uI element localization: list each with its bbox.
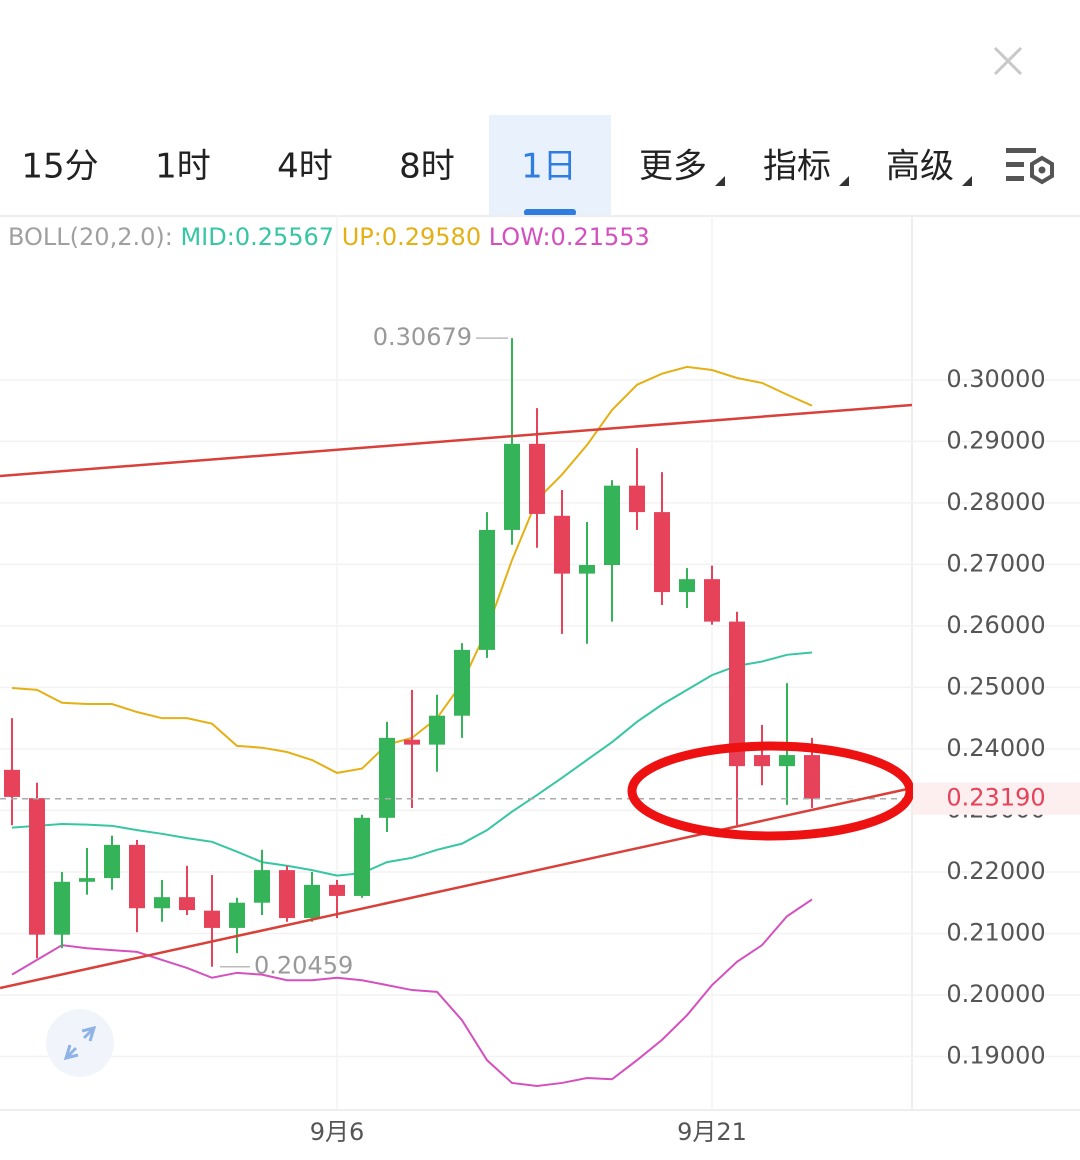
candle-body bbox=[704, 579, 720, 622]
candle-body bbox=[404, 739, 420, 745]
x-tick-label: 9月6 bbox=[310, 1118, 365, 1146]
y-tick-label: 0.26000 bbox=[946, 611, 1045, 639]
y-tick-label: 0.20000 bbox=[946, 980, 1045, 1008]
y-tick-label: 0.27000 bbox=[946, 549, 1045, 577]
candle-body bbox=[554, 515, 570, 574]
x-tick-label: 9月21 bbox=[677, 1118, 747, 1146]
close-button[interactable] bbox=[993, 46, 1023, 76]
tab[interactable]: 指标 bbox=[763, 147, 831, 187]
candle-body bbox=[654, 512, 670, 593]
candle-body bbox=[729, 621, 745, 767]
candle-body bbox=[4, 769, 20, 797]
tab[interactable]: 8时 bbox=[399, 147, 455, 187]
y-tick-label: 0.25000 bbox=[946, 672, 1045, 700]
candle-body bbox=[104, 844, 120, 879]
expand-icon bbox=[63, 1025, 97, 1061]
y-tick-label: 0.28000 bbox=[946, 488, 1045, 516]
active-tab-indicator bbox=[524, 209, 576, 216]
candle-body bbox=[179, 897, 195, 911]
tab[interactable]: 更多 bbox=[639, 147, 707, 187]
settings-icon bbox=[1006, 148, 1036, 153]
min-label: 0.20459 bbox=[254, 952, 353, 980]
candle-body bbox=[479, 529, 495, 650]
trend-line bbox=[0, 786, 913, 990]
boll-line bbox=[11, 898, 813, 1088]
dropdown-caret bbox=[715, 176, 725, 186]
candle-body bbox=[354, 817, 370, 896]
candle-body bbox=[529, 443, 545, 514]
candle-body bbox=[79, 878, 95, 882]
tab[interactable]: 1时 bbox=[155, 147, 211, 187]
grid bbox=[0, 215, 1080, 1110]
settings-button[interactable] bbox=[1006, 148, 1054, 185]
legend-text: MID:0.25567 bbox=[180, 223, 334, 251]
last-price-label: 0.23190 bbox=[946, 784, 1045, 812]
highlight-ellipse bbox=[627, 741, 915, 841]
candle-body bbox=[304, 884, 320, 919]
candle-body bbox=[679, 579, 695, 593]
settings-icon bbox=[1038, 166, 1046, 174]
settings-icon bbox=[1006, 176, 1024, 181]
tab[interactable]: 15分 bbox=[21, 147, 98, 187]
settings-icon bbox=[1030, 155, 1054, 185]
expand-bg bbox=[46, 1009, 114, 1077]
candle-body bbox=[629, 485, 645, 513]
candle-body bbox=[154, 897, 170, 909]
candle-body bbox=[129, 844, 145, 909]
candle-body bbox=[379, 737, 395, 818]
settings-icon bbox=[1006, 162, 1024, 167]
y-tick-label: 0.30000 bbox=[946, 365, 1045, 393]
y-tick-label: 0.21000 bbox=[946, 918, 1045, 946]
active-tab-bg bbox=[489, 115, 611, 215]
last-price-bg bbox=[913, 782, 1080, 815]
candle-body bbox=[504, 443, 520, 530]
candle-body bbox=[329, 884, 345, 896]
candle-body bbox=[454, 649, 470, 716]
legend-text: UP:0.29580 bbox=[342, 223, 481, 251]
expand-button[interactable] bbox=[46, 1009, 114, 1077]
candle-body bbox=[54, 881, 70, 935]
candle-body bbox=[204, 910, 220, 928]
dropdown-caret bbox=[839, 176, 849, 186]
candle-body bbox=[754, 755, 770, 767]
candle-body bbox=[579, 565, 595, 574]
close-icon bbox=[993, 46, 1023, 76]
boll-line bbox=[11, 651, 813, 877]
candle-body bbox=[229, 902, 245, 928]
candle-body bbox=[29, 798, 45, 935]
dropdown-caret bbox=[962, 176, 972, 186]
y-tick-label: 0.22000 bbox=[946, 857, 1045, 885]
y-tick-label: 0.29000 bbox=[946, 426, 1045, 454]
indicator-legend: BOLL(20,2.0): MID:0.25567 UP:0.29580 LOW… bbox=[8, 223, 650, 251]
legend-text: LOW:0.21553 bbox=[489, 223, 650, 251]
tab-bar: 15分 1时 4时 8时 1日 更多 指标 高级 bbox=[21, 147, 972, 187]
tab[interactable]: 高级 bbox=[886, 147, 954, 187]
candle-body bbox=[779, 755, 795, 767]
candle-body bbox=[279, 870, 295, 919]
candle-body bbox=[429, 715, 445, 745]
tab[interactable]: 1日 bbox=[521, 147, 577, 187]
max-label: 0.30679 bbox=[373, 323, 472, 351]
candle-body bbox=[604, 485, 620, 566]
legend-text: BOLL(20,2.0): bbox=[8, 223, 173, 251]
y-tick-label: 0.19000 bbox=[946, 1041, 1045, 1069]
y-tick-label: 0.24000 bbox=[946, 734, 1045, 762]
tab[interactable]: 4时 bbox=[277, 147, 333, 187]
plot bbox=[0, 337, 912, 1088]
trend-line bbox=[0, 403, 913, 478]
candle-body bbox=[804, 755, 820, 799]
candle-body bbox=[254, 870, 270, 903]
